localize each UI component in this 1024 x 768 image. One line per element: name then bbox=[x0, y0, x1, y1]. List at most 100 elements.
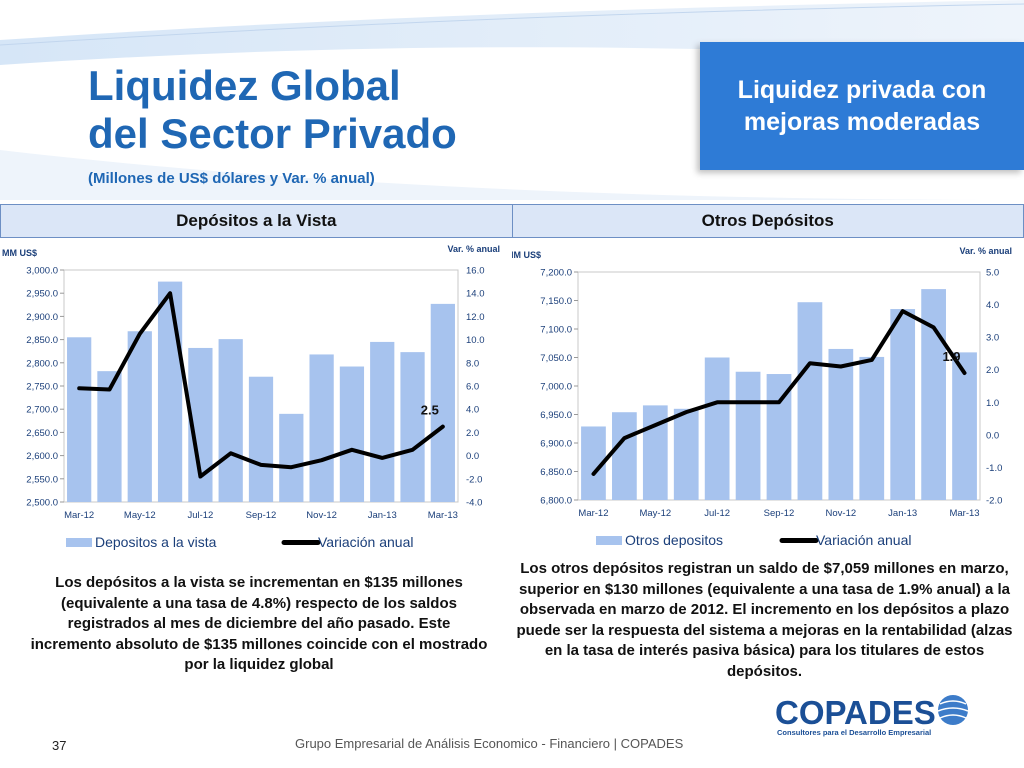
bar-mar-13 bbox=[952, 352, 977, 500]
y-axis-left-label: MM US$ bbox=[2, 248, 37, 258]
bar-aug-12 bbox=[735, 371, 761, 500]
y-tick-label-right: 0.0 bbox=[466, 451, 479, 462]
line-point bbox=[901, 309, 905, 313]
y-tick-label-left: 7,050.0 bbox=[540, 353, 572, 364]
title-line-2: del Sector Privado bbox=[88, 110, 457, 157]
bar-jun-12 bbox=[157, 281, 183, 502]
x-tick-label: Nov-12 bbox=[826, 508, 857, 519]
x-tick-label: Jul-12 bbox=[704, 508, 730, 519]
bar-dec-12 bbox=[339, 366, 365, 502]
line-point bbox=[229, 451, 233, 455]
y-tick-label-right: 2.0 bbox=[466, 428, 479, 439]
x-tick-label: Nov-12 bbox=[306, 510, 337, 521]
y-tick-label-left: 2,500.0 bbox=[26, 498, 58, 509]
page-title: Liquidez Global del Sector Privado bbox=[88, 62, 457, 158]
line-point bbox=[715, 400, 719, 404]
chart-depositos-vista: MM US$ Var. % anual 3,000.0 2,950.0 2,900.0 2… bbox=[2, 244, 500, 550]
data-label-last: 2.5 bbox=[421, 403, 439, 418]
x-tick-label: May-12 bbox=[639, 508, 671, 519]
x-tick-label: Mar-13 bbox=[949, 508, 979, 519]
data-label-last: 1.9 bbox=[942, 349, 960, 364]
y-tick-label-left: 2,850.0 bbox=[26, 335, 58, 346]
y-tick-label-right: 4.0 bbox=[466, 405, 479, 416]
x-tick-label: May-12 bbox=[124, 510, 156, 521]
line-point bbox=[350, 448, 354, 452]
y-tick-label-right: 0.0 bbox=[986, 430, 999, 441]
description-right: Los otros depósitos registran un saldo d… bbox=[516, 560, 1013, 680]
y-tick-label-right: -4.0 bbox=[466, 498, 482, 509]
y-tick-label-left: 2,550.0 bbox=[26, 474, 58, 485]
legend-swatch-bars bbox=[66, 538, 92, 547]
y-axis-left-label: MM US$ bbox=[512, 250, 541, 260]
line-point bbox=[684, 410, 688, 414]
y-tick-label-left: 6,800.0 bbox=[540, 496, 572, 507]
line-point bbox=[259, 463, 263, 467]
line-point bbox=[653, 423, 657, 427]
line-point bbox=[808, 361, 812, 365]
logo-tagline: Consultores para el Desarrollo Empresari… bbox=[777, 728, 931, 737]
y-tick-label-left: 2,900.0 bbox=[26, 312, 58, 323]
y-tick-label-right: 14.0 bbox=[466, 289, 485, 300]
y-tick-label-right: 6.0 bbox=[466, 382, 479, 393]
line-point bbox=[77, 386, 81, 390]
y-tick-label-right: 12.0 bbox=[466, 312, 485, 323]
line-point bbox=[411, 448, 415, 452]
line-point bbox=[746, 400, 750, 404]
line-point bbox=[839, 364, 843, 368]
line-point bbox=[932, 325, 936, 329]
legend-label-bars: Depositos a la vista bbox=[95, 534, 217, 550]
y-tick-label-left: 2,950.0 bbox=[26, 289, 58, 300]
y-axis-right-label: Var. % anual bbox=[447, 244, 500, 254]
y-tick-label-right: 10.0 bbox=[466, 335, 485, 346]
y-tick-label-left: 7,200.0 bbox=[540, 268, 572, 279]
bar-jul-12 bbox=[704, 357, 730, 500]
y-tick-label-left: 2,600.0 bbox=[26, 451, 58, 462]
page-number: 37 bbox=[52, 738, 67, 753]
y-tick-label-left: 2,800.0 bbox=[26, 358, 58, 369]
y-tick-label-right: 8.0 bbox=[466, 358, 479, 369]
y-tick-label-right: 16.0 bbox=[466, 266, 485, 277]
bar-jan-13 bbox=[370, 341, 395, 502]
y-tick-label-right: 4.0 bbox=[986, 300, 999, 311]
y-tick-label-right: 5.0 bbox=[986, 268, 999, 279]
line-point bbox=[289, 465, 293, 469]
bar-mar-13 bbox=[430, 303, 455, 502]
y-tick-label-left: 3,000.0 bbox=[26, 266, 58, 277]
y-tick-label-right: 3.0 bbox=[986, 333, 999, 344]
bar-apr-12 bbox=[612, 412, 637, 500]
bar-nov-12 bbox=[828, 348, 854, 500]
y-tick-label-left: 2,700.0 bbox=[26, 405, 58, 416]
y-tick-label-left: 2,750.0 bbox=[26, 382, 58, 393]
chart-otros-depositos: MM US$ Var. % anual 7,200.0 7,150.0 7,100.0 7… bbox=[512, 246, 1012, 548]
x-tick-label: Sep-12 bbox=[246, 510, 277, 521]
y-tick-label-left: 7,150.0 bbox=[540, 296, 572, 307]
bar-aug-12 bbox=[218, 339, 243, 502]
x-tick-label: Sep-12 bbox=[764, 508, 795, 519]
copades-logo: COPADES Consultores para el Desarrollo E… bbox=[775, 694, 969, 737]
callout-text: Liquidez privada con mejoras moderadas bbox=[737, 76, 987, 136]
title-line-1: Liquidez Global bbox=[88, 62, 401, 109]
line-point bbox=[622, 436, 626, 440]
line-point bbox=[870, 358, 874, 362]
section-header-vista: Depósitos a la Vista bbox=[1, 205, 512, 237]
bar-nov-12 bbox=[309, 354, 334, 502]
line-point bbox=[107, 387, 111, 391]
page-subtitle: (Millones de US$ dólares y Var. % anual) bbox=[88, 170, 375, 187]
y-tick-label-right: -2.0 bbox=[986, 496, 1002, 507]
callout-box: Liquidez privada con mejoras moderadas bbox=[700, 42, 1024, 170]
x-tick-label: Jan-13 bbox=[888, 508, 917, 519]
bar-sep-12 bbox=[248, 376, 274, 502]
line-point bbox=[198, 474, 202, 478]
x-tick-label: Mar-13 bbox=[428, 510, 458, 521]
line-point bbox=[138, 332, 142, 336]
y-tick-label-right: -2.0 bbox=[466, 474, 482, 485]
legend-label-bars: Otros depositos bbox=[625, 532, 723, 548]
bar-jun-12 bbox=[673, 408, 699, 500]
y-tick-label-right: 1.0 bbox=[986, 398, 999, 409]
bar-feb-13 bbox=[400, 352, 425, 502]
y-tick-label-left: 6,850.0 bbox=[540, 467, 572, 478]
bar-dec-12 bbox=[859, 356, 885, 500]
y-tick-label-left: 7,000.0 bbox=[540, 382, 572, 393]
logo-wordmark: COPADES bbox=[775, 694, 936, 731]
y-tick-label-left: 6,950.0 bbox=[540, 410, 572, 421]
